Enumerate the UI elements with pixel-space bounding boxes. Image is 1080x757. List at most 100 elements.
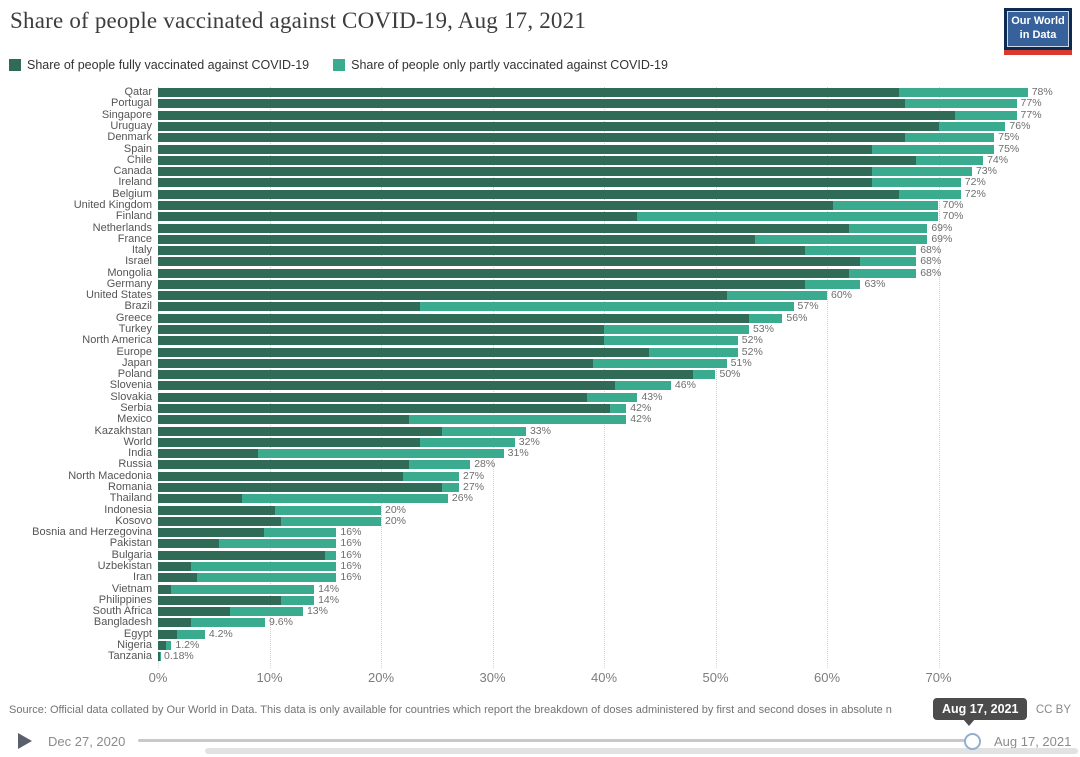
country-label[interactable]: Mexico	[117, 413, 152, 426]
country-label[interactable]: Kosovo	[115, 514, 152, 527]
bar-partly-vaccinated[interactable]	[442, 482, 460, 492]
bar-partly-vaccinated[interactable]	[403, 471, 460, 481]
bar-partly-vaccinated[interactable]	[604, 336, 738, 346]
bar-partly-vaccinated[interactable]	[726, 291, 827, 301]
bar-partly-vaccinated[interactable]	[159, 652, 161, 662]
country-label[interactable]: Poland	[117, 368, 152, 381]
bar-partly-vaccinated[interactable]	[871, 144, 995, 154]
country-label[interactable]: Japan	[122, 356, 152, 369]
bar-partly-vaccinated[interactable]	[849, 268, 917, 278]
bar-fully-vaccinated[interactable]	[158, 460, 409, 470]
bar-partly-vaccinated[interactable]	[899, 189, 961, 199]
bar-fully-vaccinated[interactable]	[158, 404, 610, 414]
country-label[interactable]: South Africa	[92, 605, 152, 618]
bar-fully-vaccinated[interactable]	[158, 618, 192, 628]
bar-fully-vaccinated[interactable]	[158, 528, 264, 538]
bar-partly-vaccinated[interactable]	[609, 404, 627, 414]
country-label[interactable]: Italy	[131, 244, 152, 257]
country-label[interactable]: Slovenia	[109, 379, 152, 392]
bar-fully-vaccinated[interactable]	[158, 561, 192, 571]
bar-fully-vaccinated[interactable]	[158, 268, 850, 278]
country-label[interactable]: Vietnam	[111, 582, 152, 595]
bar-fully-vaccinated[interactable]	[158, 516, 281, 526]
country-label[interactable]: Egypt	[123, 627, 152, 640]
bar-fully-vaccinated[interactable]	[158, 437, 421, 447]
country-label[interactable]: Canada	[113, 165, 152, 178]
country-label[interactable]: Turkey	[118, 323, 152, 336]
country-label[interactable]: Finland	[115, 210, 152, 223]
bar-partly-vaccinated[interactable]	[916, 155, 984, 165]
country-label[interactable]: Greece	[115, 311, 152, 324]
bar-fully-vaccinated[interactable]	[158, 325, 604, 335]
bar-partly-vaccinated[interactable]	[165, 640, 172, 650]
bar-partly-vaccinated[interactable]	[275, 505, 381, 515]
bar-fully-vaccinated[interactable]	[158, 629, 177, 639]
bar-fully-vaccinated[interactable]	[158, 313, 749, 323]
country-label[interactable]: Chile	[126, 153, 152, 166]
country-label[interactable]: North Macedonia	[68, 469, 152, 482]
bar-partly-vaccinated[interactable]	[871, 167, 972, 177]
country-label[interactable]: Israel	[125, 255, 152, 268]
bar-fully-vaccinated[interactable]	[158, 471, 404, 481]
bar-fully-vaccinated[interactable]	[158, 234, 755, 244]
bar-fully-vaccinated[interactable]	[158, 449, 259, 459]
bar-fully-vaccinated[interactable]	[158, 358, 593, 368]
bar-fully-vaccinated[interactable]	[158, 640, 166, 650]
country-label[interactable]: Singapore	[101, 108, 152, 121]
bar-partly-vaccinated[interactable]	[219, 539, 337, 549]
country-label[interactable]: Serbia	[120, 402, 152, 415]
horizontal-scrollbar[interactable]	[205, 748, 1078, 754]
bar-fully-vaccinated[interactable]	[158, 99, 906, 109]
country-label[interactable]: Germany	[106, 277, 152, 290]
bar-fully-vaccinated[interactable]	[158, 212, 638, 222]
bar-fully-vaccinated[interactable]	[158, 370, 694, 380]
bar-partly-vaccinated[interactable]	[420, 437, 515, 447]
country-label[interactable]: Portugal	[111, 97, 152, 110]
country-label[interactable]: Russia	[118, 458, 152, 471]
bar-fully-vaccinated[interactable]	[158, 121, 939, 131]
country-label[interactable]: India	[128, 447, 152, 460]
country-label[interactable]: France	[117, 232, 152, 245]
bar-fully-vaccinated[interactable]	[158, 88, 900, 98]
bar-fully-vaccinated[interactable]	[158, 144, 872, 154]
bar-partly-vaccinated[interactable]	[408, 460, 471, 470]
bar-fully-vaccinated[interactable]	[158, 110, 956, 120]
bar-fully-vaccinated[interactable]	[158, 223, 850, 233]
bar-fully-vaccinated[interactable]	[158, 155, 917, 165]
bar-partly-vaccinated[interactable]	[325, 550, 337, 560]
bar-fully-vaccinated[interactable]	[158, 200, 833, 210]
bar-partly-vaccinated[interactable]	[693, 370, 716, 380]
country-label[interactable]: Pakistan	[109, 537, 152, 550]
bar-fully-vaccinated[interactable]	[158, 584, 172, 594]
bar-partly-vaccinated[interactable]	[191, 618, 266, 628]
bar-partly-vaccinated[interactable]	[280, 516, 381, 526]
country-label[interactable]: Iran	[133, 571, 152, 584]
country-label[interactable]: United States	[85, 289, 152, 302]
bar-fully-vaccinated[interactable]	[158, 291, 727, 301]
bar-fully-vaccinated[interactable]	[158, 595, 281, 605]
bar-fully-vaccinated[interactable]	[158, 347, 649, 357]
country-label[interactable]: Brazil	[124, 300, 152, 313]
country-label[interactable]: Uruguay	[110, 119, 152, 132]
bar-partly-vaccinated[interactable]	[637, 212, 939, 222]
bar-partly-vaccinated[interactable]	[280, 595, 315, 605]
country-label[interactable]: Bangladesh	[93, 616, 152, 629]
country-label[interactable]: Denmark	[107, 131, 152, 144]
bar-partly-vaccinated[interactable]	[832, 200, 939, 210]
bar-partly-vaccinated[interactable]	[592, 358, 727, 368]
bar-partly-vaccinated[interactable]	[905, 99, 1017, 109]
bar-partly-vaccinated[interactable]	[191, 561, 337, 571]
bar-fully-vaccinated[interactable]	[158, 279, 805, 289]
bar-partly-vaccinated[interactable]	[587, 392, 638, 402]
bar-fully-vaccinated[interactable]	[158, 167, 872, 177]
country-label[interactable]: Bulgaria	[111, 548, 152, 561]
country-label[interactable]: Romania	[107, 480, 152, 493]
country-label[interactable]: Tanzania	[107, 650, 152, 663]
bar-partly-vaccinated[interactable]	[804, 279, 861, 289]
country-label[interactable]: Bosnia and Herzegovina	[32, 526, 152, 539]
bar-partly-vaccinated[interactable]	[176, 629, 205, 639]
license-link[interactable]: CC BY	[1035, 704, 1071, 716]
bar-fully-vaccinated[interactable]	[158, 381, 616, 391]
bar-partly-vaccinated[interactable]	[860, 257, 917, 267]
country-label[interactable]: Netherlands	[92, 221, 152, 234]
